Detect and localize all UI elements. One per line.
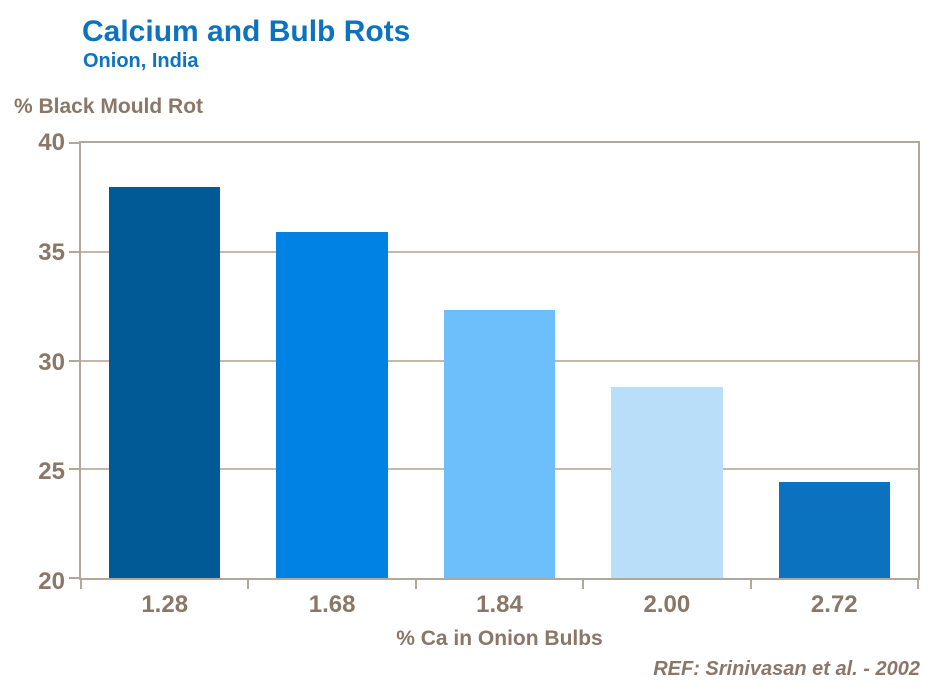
x-tick-label: 2.72 xyxy=(810,591,858,618)
y-tick-40 xyxy=(69,142,79,144)
gridline-35 xyxy=(81,250,918,253)
y-tick-35 xyxy=(69,250,79,253)
plot-area: 40 35 30 25 20 1.28 1.68 1.84 2.00 2.72 xyxy=(38,129,920,618)
y-tick-20 xyxy=(69,577,79,579)
bar-5 xyxy=(778,482,891,578)
chart-title: Calcium and Bulb Rots xyxy=(82,15,411,48)
x-axis-title: % Ca in Onion Bulbs xyxy=(396,627,603,650)
y-tick-25 xyxy=(69,468,79,471)
x-tick xyxy=(414,580,417,589)
bar-3 xyxy=(443,310,556,578)
x-tick xyxy=(749,580,752,589)
y-tick-label: 25 xyxy=(38,458,65,485)
x-tick-label: 1.68 xyxy=(308,591,356,618)
bar-1 xyxy=(108,186,221,578)
x-tick-label: 1.84 xyxy=(476,591,523,618)
x-tick xyxy=(80,580,82,589)
x-tick-label: 1.28 xyxy=(141,591,189,618)
x-tick xyxy=(247,580,250,589)
bar-2 xyxy=(276,232,388,578)
chart-subtitle: Onion, India xyxy=(83,50,199,72)
y-axis-title: % Black Mould Rot xyxy=(14,95,204,118)
y-tick-label: 20 xyxy=(38,568,65,595)
y-tick-label: 40 xyxy=(38,129,65,156)
bar-4 xyxy=(611,386,723,578)
y-tick-label: 30 xyxy=(38,349,65,376)
x-tick xyxy=(582,580,585,589)
y-tick-label: 35 xyxy=(38,239,65,266)
x-tick xyxy=(917,580,919,589)
reference-text: REF: Srinivasan et al. - 2002 xyxy=(653,658,920,680)
y-tick-30 xyxy=(69,359,79,362)
x-tick-label: 2.00 xyxy=(643,591,691,618)
